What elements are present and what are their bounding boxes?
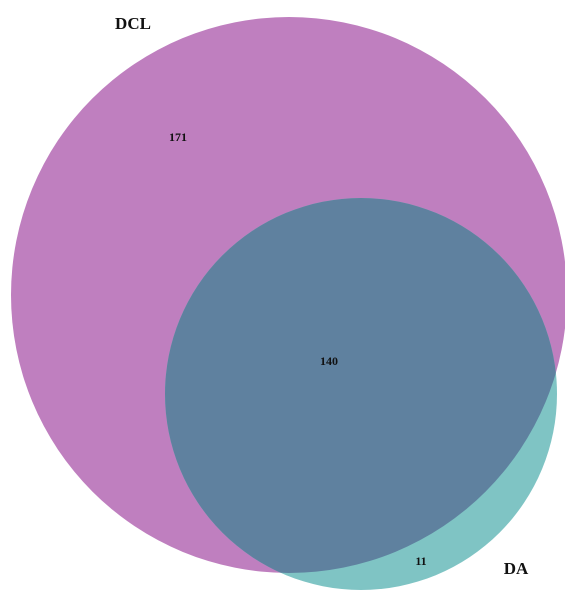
region-count: 11 — [415, 554, 426, 568]
region-count: 140 — [320, 354, 338, 368]
overlap-region — [165, 198, 557, 573]
set-label: DA — [504, 559, 529, 578]
region-count: 171 — [169, 130, 187, 144]
set-label: DCL — [115, 14, 151, 33]
